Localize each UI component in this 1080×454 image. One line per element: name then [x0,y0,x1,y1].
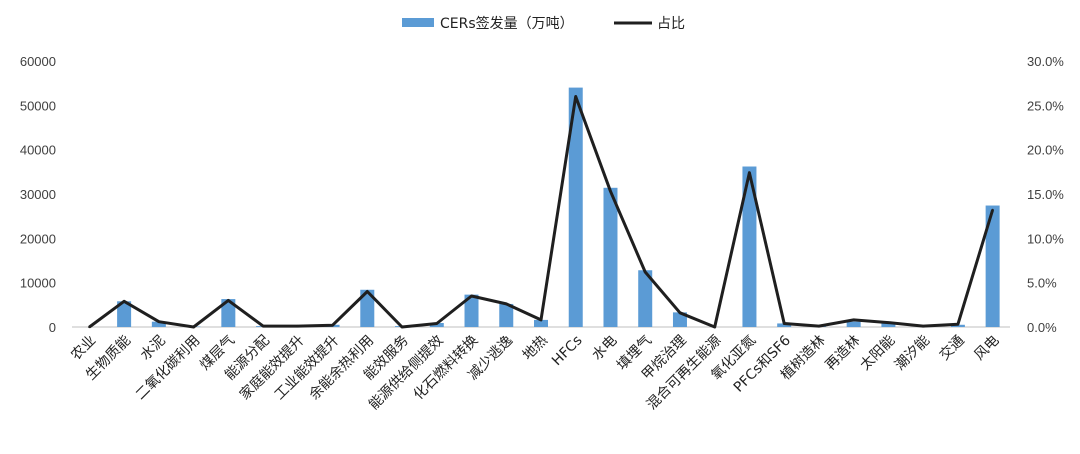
line-point [88,325,91,329]
line-point [817,324,821,328]
x-category-label: 再造林 [822,333,863,374]
line-point [644,270,647,274]
x-category-label: 二氧化碳利用 [133,333,204,404]
x-category-label: 水电 [589,333,620,364]
line-point [122,300,126,303]
y-left-tick-label: 10000 [20,276,56,291]
bar [881,323,896,327]
bar [985,205,1000,327]
line-point [227,299,230,302]
y-left-tick-label: 20000 [20,231,56,246]
x-category-label: 交通 [936,332,968,364]
y-right-tick-label: 25.0% [1027,98,1064,113]
y-right-tick-label: 0.0% [1027,320,1057,335]
bar [950,324,965,327]
bar [777,323,792,327]
legend-bar-swatch [402,18,434,27]
legend: CERs签发量（万吨） 占比 [402,15,685,32]
line-point [713,325,716,329]
y-right-ticks: 0.0% 5.0% 10.0% 15.0% 20.0% 25.0% 30.0% [1027,54,1064,335]
bar [742,166,757,327]
y-right-tick-label: 20.0% [1027,143,1064,158]
line-point [261,324,265,328]
line-point [852,318,855,322]
bar [568,87,583,327]
legend-bar-label: CERs签发量（万吨） [440,15,574,32]
bar [499,303,514,327]
legend-line-label: 占比 [657,16,685,32]
bar [534,319,548,327]
line-point [748,171,751,174]
line-point [539,318,543,322]
bar [151,321,166,327]
bar [846,321,861,327]
line-point [366,290,369,293]
line-point [470,294,473,298]
line-point [574,95,577,98]
bar [360,289,375,327]
y-right-tick-label: 30.0% [1027,54,1064,69]
line-point [192,325,195,329]
x-category-label: 风电 [971,333,1002,364]
line-point [887,321,890,324]
y-right-tick-label: 5.0% [1027,276,1057,291]
x-category-label: 太阳能 [857,333,898,374]
line-point [157,320,161,323]
bar [638,270,653,327]
line-point [400,325,404,329]
line-point [678,311,682,315]
line-point [609,190,612,193]
line-point [921,324,925,328]
y-left-tick-label: 30000 [20,187,56,202]
y-left-ticks: 0 10000 20000 30000 40000 50000 60000 [20,54,56,335]
y-left-tick-label: 60000 [20,54,56,69]
x-category-label: HFCs [549,333,586,370]
line-point [296,324,300,328]
y-right-tick-label: 15.0% [1027,187,1064,202]
bar [117,301,132,327]
y-left-tick-label: 50000 [20,98,56,113]
share-line [88,95,995,329]
y-right-tick-label: 10.0% [1027,231,1064,246]
bar [672,312,687,327]
line-series [88,95,995,329]
line-point [956,323,960,326]
x-category-label: 农业 [68,333,99,364]
bar [603,187,618,327]
bar [221,299,236,327]
y-left-tick-label: 40000 [20,143,56,158]
x-category-label: 地热 [520,333,551,364]
line-point [331,324,334,327]
bar [464,294,479,327]
line-point [505,302,508,306]
line-point [782,322,786,325]
line-point [435,322,438,325]
line-point [991,208,994,212]
x-category-label: 潮汐能 [892,333,933,374]
y-left-tick-label: 0 [49,320,56,335]
x-category-label: 水泥 [138,333,169,364]
